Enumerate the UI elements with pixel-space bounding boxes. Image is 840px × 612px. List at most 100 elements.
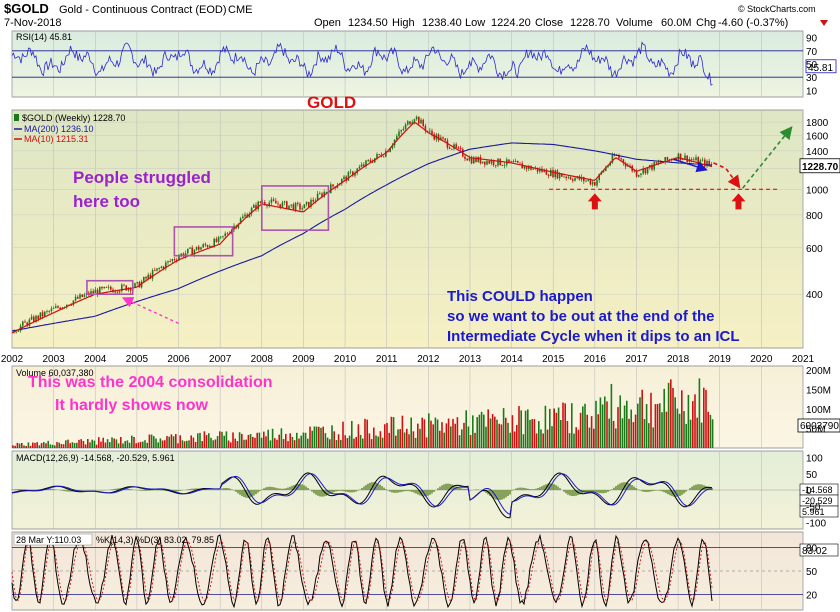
price-candle — [547, 174, 550, 177]
price-candle — [402, 128, 405, 131]
price-candle — [554, 170, 556, 178]
volume-bar — [401, 415, 404, 448]
price-candle — [633, 170, 636, 172]
price-candle — [464, 156, 466, 159]
price-candle — [365, 160, 367, 167]
price-candle — [583, 177, 585, 182]
price-candle — [165, 262, 167, 269]
volume-bar — [38, 445, 41, 448]
volume-bar — [474, 432, 476, 448]
price-candle — [28, 319, 31, 326]
price-candle — [314, 200, 317, 202]
price-candle — [173, 259, 176, 260]
volume-bar — [575, 427, 577, 448]
volume-bar — [216, 436, 219, 448]
price-candle — [470, 158, 473, 164]
volume-bar — [612, 420, 615, 448]
price-candle — [479, 156, 482, 164]
x-tick-label: 2004 — [84, 354, 107, 365]
price-candle — [605, 167, 607, 171]
volume-bar — [201, 441, 203, 448]
volume-bar — [494, 416, 496, 448]
price-candle — [226, 233, 229, 235]
x-tick-label: 2021 — [792, 354, 815, 365]
rsi-panel — [11, 30, 804, 98]
price-candle — [299, 203, 301, 210]
price-candle — [191, 247, 193, 255]
volume-bar — [707, 411, 709, 448]
price-candle — [55, 306, 57, 309]
could-happen-annotation: This COULD happen — [447, 288, 593, 305]
volume-bar — [364, 418, 366, 448]
volume-bar — [599, 397, 602, 448]
volume-bar — [461, 429, 463, 448]
volume-bar — [311, 430, 313, 448]
price-candle — [481, 161, 484, 164]
x-tick-label: 2014 — [500, 354, 523, 365]
volume-bar — [276, 439, 278, 448]
price-candle — [281, 202, 284, 208]
volume-bar — [232, 432, 234, 448]
price-candle — [618, 155, 620, 159]
volume-bar — [683, 411, 685, 448]
ma200-legend: MA(200) 1236.10 — [24, 124, 94, 134]
volume-bar — [298, 438, 300, 448]
volume-bar — [91, 439, 93, 448]
volume-bar — [80, 439, 82, 448]
volume-bar — [456, 417, 459, 448]
last-price-tag: 1228.70 — [802, 162, 839, 173]
price-candle — [684, 155, 686, 160]
price-candle — [222, 235, 224, 237]
price-candle — [103, 286, 105, 289]
price-candle — [290, 204, 292, 206]
price-candle — [288, 205, 290, 209]
price-candle — [528, 166, 530, 170]
volume-bar — [698, 378, 701, 448]
price-candle — [204, 244, 207, 246]
x-tick-label: 2008 — [251, 354, 274, 365]
volume-bar — [571, 403, 573, 448]
volume-bar — [579, 412, 582, 448]
price-candle — [415, 116, 418, 120]
price-candle — [455, 144, 457, 148]
volume-bar — [111, 437, 113, 448]
price-candle — [367, 160, 369, 161]
volume-bar — [639, 397, 641, 448]
price-candle — [640, 173, 642, 176]
price-candle — [453, 144, 455, 149]
price-candle — [363, 164, 365, 167]
volume-bar — [93, 440, 96, 448]
volume-bar — [392, 417, 395, 448]
volume-bar — [267, 429, 269, 448]
candle-legend-icon — [14, 114, 19, 121]
volume-bar — [617, 407, 619, 448]
volume-bar — [322, 426, 324, 448]
price-candle — [301, 208, 303, 210]
price-candle — [154, 270, 156, 271]
volume-bar — [62, 444, 65, 448]
volume-bar — [395, 435, 397, 448]
price-candle — [525, 166, 528, 170]
volume-bar — [645, 404, 648, 448]
price-candle — [275, 200, 277, 204]
price-candle — [473, 157, 475, 164]
volume-bar — [146, 442, 148, 448]
price-candle — [424, 125, 427, 131]
price-candle — [653, 162, 655, 170]
volume-bar — [667, 382, 670, 448]
volume-bar — [168, 436, 170, 448]
chart-header: $GOLD Gold - Continuous Contract (EOD) C… — [4, 1, 828, 29]
price-candle — [195, 246, 198, 250]
price-candle — [396, 136, 398, 140]
volume-bar — [496, 419, 498, 448]
volume-bar — [643, 419, 646, 448]
price-candle — [167, 261, 169, 263]
volume-bar — [14, 445, 16, 448]
volume-bar — [351, 420, 353, 448]
price-candle — [178, 256, 180, 261]
price-candle — [189, 247, 191, 249]
volume-bar — [443, 432, 445, 448]
price-candle — [92, 291, 94, 294]
